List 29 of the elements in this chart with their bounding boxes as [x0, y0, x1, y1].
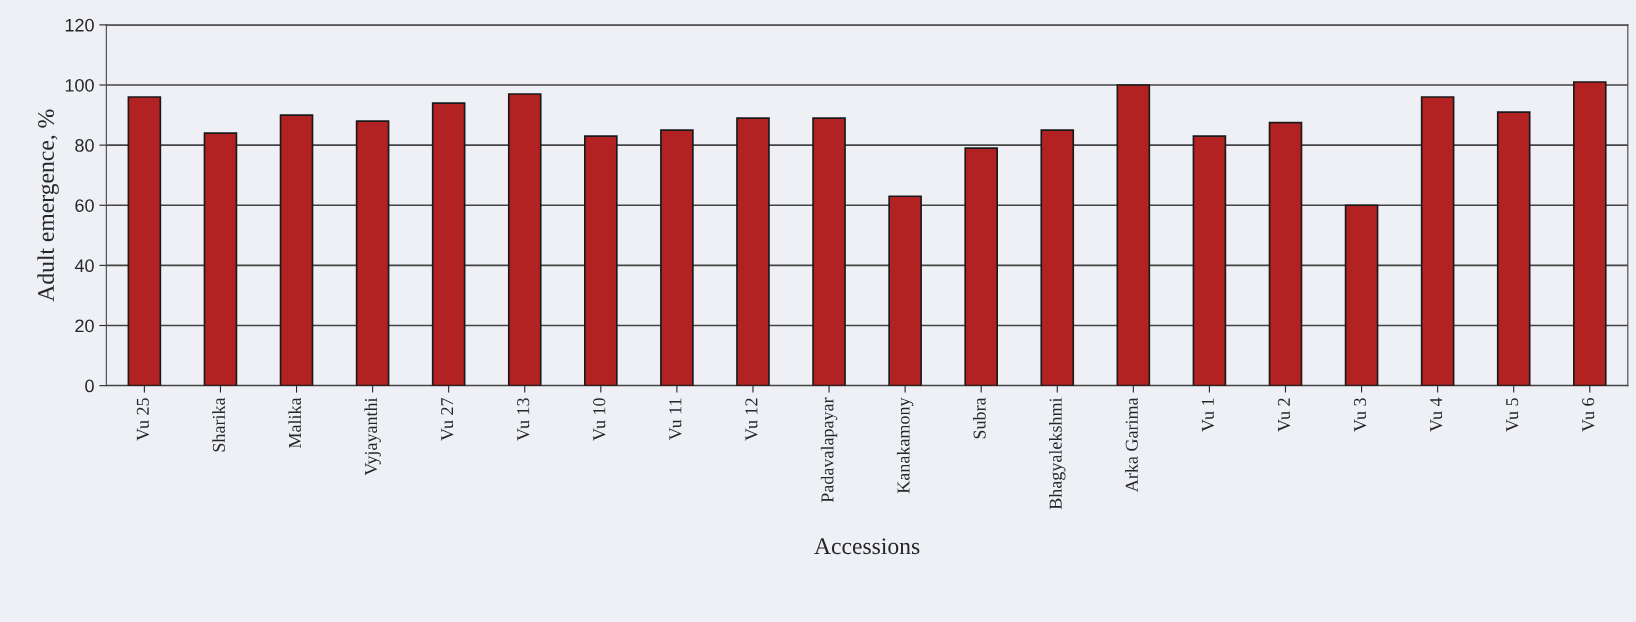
x-tick-label: Vu 13 — [517, 398, 530, 441]
x-tick-label: Subra — [973, 397, 986, 439]
y-tick-label: 40 — [74, 259, 94, 273]
y-axis-title: Adult emergence, % — [37, 109, 59, 302]
x-tick-label: Vu 2 — [1277, 398, 1291, 432]
x-tick-label: Malika — [288, 397, 302, 449]
x-tick-label: Arka Garima — [1125, 397, 1138, 493]
y-tick-label: 100 — [65, 78, 94, 92]
x-tick-label: Vu 1 — [1201, 398, 1215, 432]
x-tick-label: Padavalapayar — [820, 397, 838, 503]
y-tick-label: 20 — [75, 319, 94, 333]
y-tick-label: 60 — [75, 199, 94, 212]
x-tick-label: Vu 10 — [593, 398, 606, 441]
x-tick-label: Bhagyalekshmi — [1049, 397, 1066, 510]
x-tick-label: Vyjayanthi — [364, 397, 381, 476]
x-tick-label: Vu 3 — [1353, 398, 1367, 432]
x-tick-label: Vu 12 — [745, 398, 758, 441]
y-tick-label: 120 — [65, 18, 94, 32]
x-tick-label: Sharika — [212, 397, 225, 452]
x-tick-label: Kanakamony — [896, 397, 914, 494]
x-tick-label: Vu 6 — [1582, 397, 1595, 432]
x-tick-label: Vu 5 — [1506, 398, 1519, 432]
x-tick-label: Vu 27 — [441, 397, 454, 441]
x-tick-label: Vu 25 — [136, 398, 149, 441]
x-axis-title: Accessions — [814, 538, 920, 555]
x-tick-label: Vu 11 — [669, 398, 682, 441]
x-tick-label: Vu 4 — [1430, 397, 1443, 432]
y-tick-label: 80 — [75, 139, 94, 152]
y-tick-label: 0 — [85, 379, 94, 393]
